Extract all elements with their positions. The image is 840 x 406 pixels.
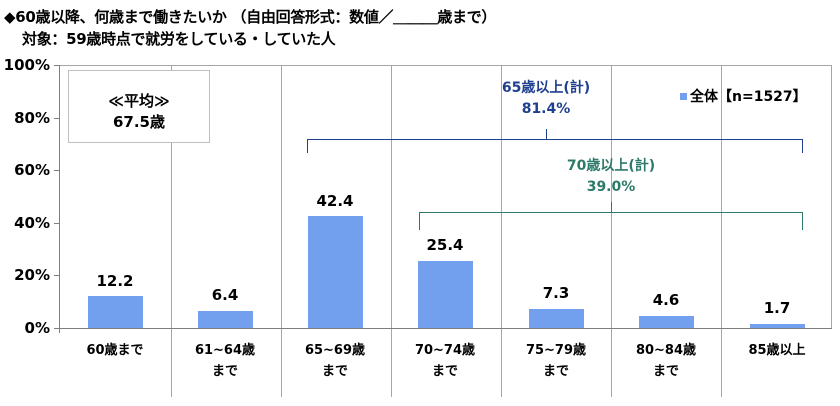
x-tick [59,328,60,333]
category-separator [501,329,502,397]
y-tick [54,65,59,66]
category-separator [391,329,392,397]
y-tick-label: 80% [14,109,50,127]
legend: 全体【n=1527】 [680,86,807,106]
y-axis [59,65,60,329]
bar-75-79 [529,309,584,328]
bracket-70plus-center-tick [611,202,612,212]
y-tick-label: 100% [3,56,50,74]
y-tick [54,170,59,171]
gridline [721,65,722,328]
chart-title: ◆60歳以降、何歳まで働きたいか （自由回答形式：数値／＿＿＿歳まで） [4,8,497,26]
value-label: 1.7 [763,299,791,317]
y-tick [54,328,59,329]
legend-label: 全体【n=1527】 [690,89,807,105]
x-category-label: 80~84歳 まで [635,343,697,379]
bar-61-64 [198,311,253,328]
x-category-label: 70~74歳 まで [414,343,476,379]
bracket-65plus-center-tick [546,129,547,139]
x-category-label: 65~69歳 まで [304,343,366,379]
value-label: 6.4 [211,286,239,304]
bracket-70plus-title: 70歳以上(計) [566,158,656,174]
value-label: 12.2 [96,272,134,290]
gridline [391,65,392,328]
average-annotation-box: ≪平均≫ 67.5歳 [68,70,210,143]
bar-80-84 [639,316,694,328]
y-tick [54,118,59,119]
bracket-65plus-right [802,139,803,153]
gridline [171,65,172,328]
value-label: 25.4 [426,236,464,254]
value-label: 7.3 [542,284,570,302]
bracket-70plus-value: 39.0% [586,179,636,195]
x-category-label: 85歳以上 [748,343,806,358]
bar-70-74 [418,261,473,328]
y-tick-label: 40% [14,214,50,232]
x-category-label: 61~64歳 まで [194,343,256,379]
bracket-65plus-label: 65歳以上(計) 81.4% [486,78,606,120]
plot-area [60,65,832,329]
value-label: 42.4 [316,192,354,210]
bracket-65plus-value: 81.4% [521,101,571,117]
bracket-70plus-left [419,212,420,230]
bracket-70plus-right [802,212,803,230]
category-separator [611,329,612,397]
y-tick-label: 0% [24,319,50,337]
x-axis [59,328,832,329]
value-label: 4.6 [652,291,680,309]
bracket-70plus-label: 70歳以上(計) 39.0% [551,156,671,198]
y-tick [54,275,59,276]
category-separator [171,329,172,397]
average-value: 67.5歳 [112,113,165,131]
bar-60 [88,296,143,328]
y-tick-label: 60% [14,161,50,179]
y-tick-label: 20% [14,266,50,284]
category-separator [281,329,282,397]
gridline [501,65,502,328]
average-label: ≪平均≫ [108,92,170,110]
x-category-label: 75~79歳 まで [525,343,587,379]
x-category-label: 60歳まで [86,343,144,358]
chart-subtitle: 対象：59歳時点で就労をしている・していた人 [22,30,336,48]
bracket-65plus-line [307,139,803,140]
gridline [281,65,282,328]
bracket-65plus-left [307,139,308,153]
y-tick [54,223,59,224]
legend-swatch-icon [680,92,687,100]
bar-65-69 [308,216,363,328]
bar-85plus [750,324,805,328]
bracket-65plus-title: 65歳以上(計) [501,80,591,96]
gridline [611,65,612,328]
bracket-70plus-line [419,212,803,213]
category-separator [721,329,722,397]
